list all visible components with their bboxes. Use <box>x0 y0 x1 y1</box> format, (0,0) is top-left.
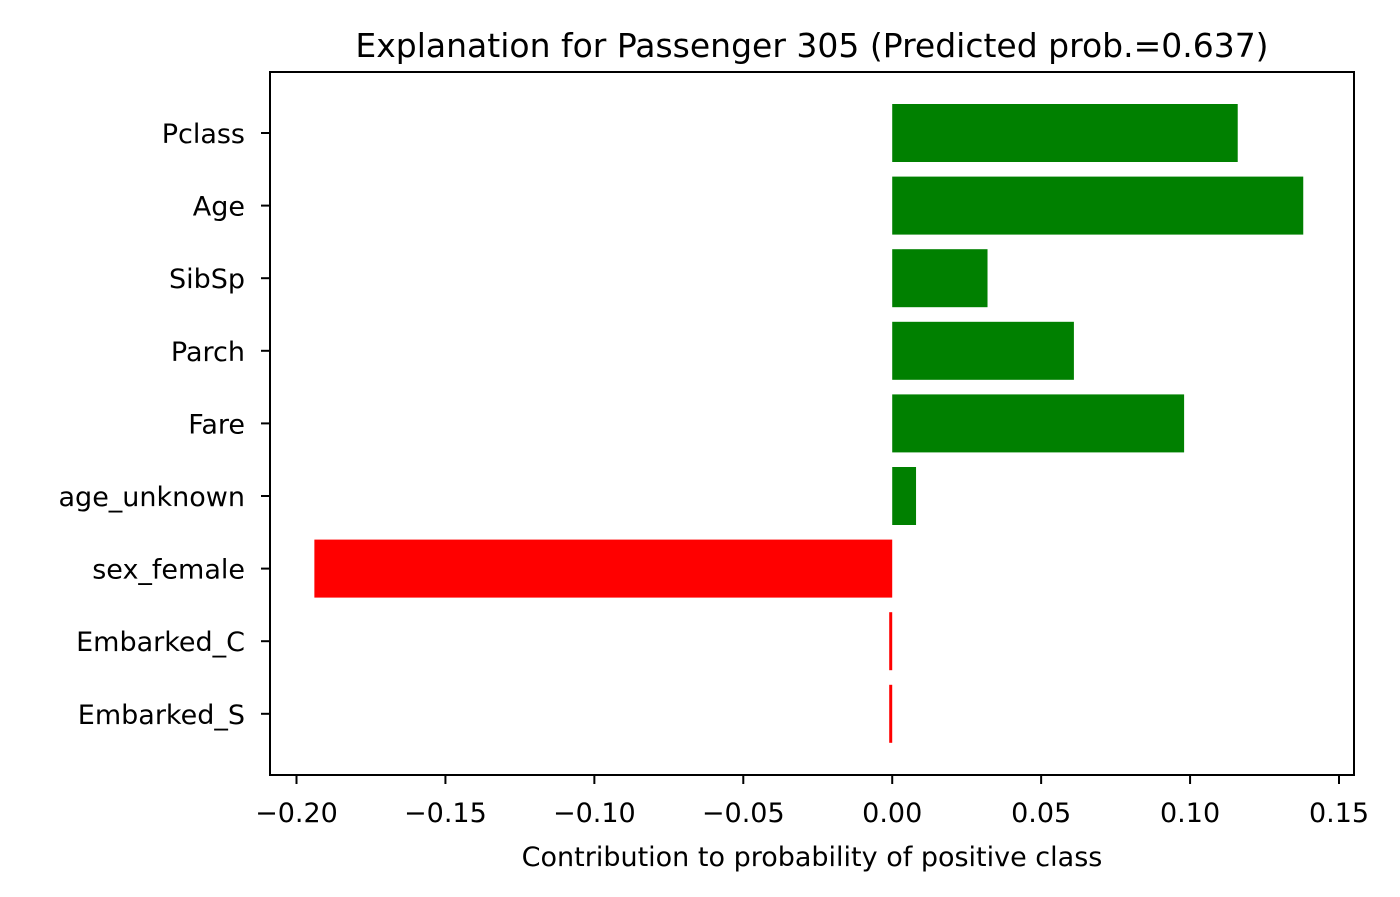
x-tick-label: 0.00 <box>862 798 922 829</box>
bar-sex-female <box>314 539 893 598</box>
y-tick-label: age_unknown <box>59 482 245 513</box>
x-tick-label: −0.20 <box>255 798 338 829</box>
bar-pclass <box>892 104 1238 162</box>
bar-fare <box>892 394 1185 453</box>
y-axis: Pclass Age SibSp Parch Fare age_unknown sex_fe… <box>59 119 270 731</box>
bar-parch <box>892 321 1074 380</box>
x-tick-label: 0.05 <box>1011 798 1071 829</box>
bar-embarked-s <box>889 684 893 743</box>
x-tick-label: −0.10 <box>553 798 636 829</box>
bar-embarked-c <box>889 612 893 671</box>
x-axis: −0.20 −0.15 −0.10 −0.05 0.00 0.05 0.10 0.15 <box>255 775 1369 829</box>
x-tick-label: −0.15 <box>404 798 487 829</box>
x-tick-label: −0.05 <box>702 798 785 829</box>
bar-age <box>892 176 1304 235</box>
bar-sibsp <box>892 249 988 308</box>
y-tick-label: Pclass <box>162 119 245 150</box>
x-axis-label: Contribution to probability of positive … <box>522 842 1103 873</box>
bars-layer <box>314 104 1304 743</box>
bar-age-unknown <box>892 467 917 525</box>
y-tick-label: sex_female <box>92 555 245 586</box>
x-tick-label: 0.10 <box>1160 798 1220 829</box>
y-tick-label: Fare <box>188 409 245 440</box>
y-tick-label: Embarked_S <box>78 700 245 731</box>
y-tick-label: Age <box>193 192 245 223</box>
y-tick-label: SibSp <box>169 264 245 295</box>
chart-title: Explanation for Passenger 305 (Predicted… <box>355 26 1268 65</box>
y-tick-label: Parch <box>171 337 245 368</box>
x-tick-label: 0.15 <box>1309 798 1369 829</box>
y-tick-label: Embarked_C <box>76 627 245 658</box>
